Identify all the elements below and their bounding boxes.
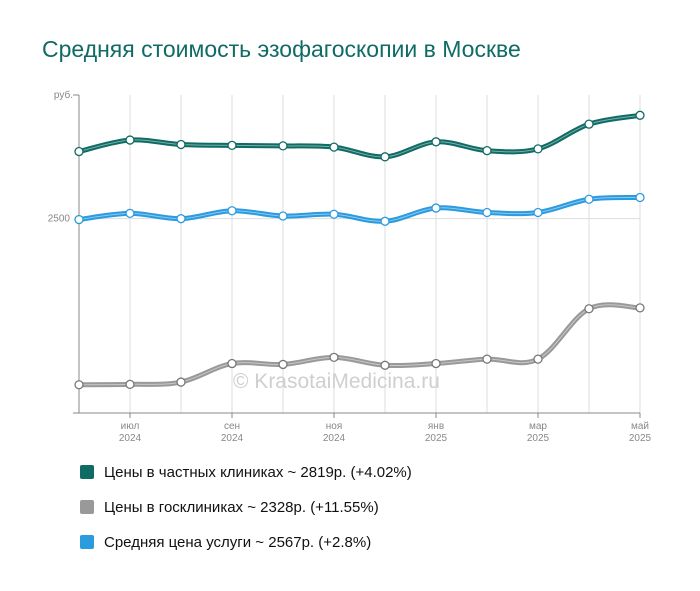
data-point-average: [278, 211, 288, 221]
x-tick-label-year: 2024: [323, 433, 346, 444]
x-tick-label-month: июл: [121, 421, 140, 432]
watermark: © KrasotaiMedicina.ru: [233, 370, 440, 393]
data-point-private: [635, 110, 645, 120]
data-point-private: [584, 119, 594, 129]
x-tick-label-year: 2025: [629, 433, 652, 444]
data-point-average: [176, 214, 186, 224]
data-point-public: [227, 358, 237, 369]
x-tick-label-month: сен: [224, 421, 240, 432]
data-point-private: [329, 142, 339, 152]
data-point-private: [533, 144, 543, 154]
legend-label-average: Средняя цена услуги ~ 2567р. (+2.8%): [104, 533, 372, 551]
x-tick-label-month: мар: [529, 421, 547, 432]
data-point-average: [329, 209, 339, 219]
data-point-private: [74, 146, 84, 157]
legend-swatch-average: [80, 535, 94, 549]
data-point-average: [227, 206, 237, 216]
data-point-public: [278, 359, 288, 370]
legend-label-public: Цены в госклиниках ~ 2328р. (+11.55%): [104, 498, 379, 516]
data-point-public: [176, 377, 186, 387]
data-point-public: [380, 360, 390, 370]
x-tick-label-month: янв: [428, 421, 444, 432]
data-point-public: [431, 358, 441, 369]
data-point-private: [380, 152, 390, 162]
data-point-private: [482, 145, 492, 156]
data-point-public: [533, 354, 543, 364]
legend-label-private: Цены в частных клиниках ~ 2819р. (+4.02%…: [104, 463, 412, 481]
data-point-public: [482, 354, 492, 364]
x-tick-label-year: 2024: [221, 433, 244, 444]
series-line-private: [76, 112, 643, 160]
y-tick-label: 2500: [48, 214, 71, 225]
legend-swatch-public: [80, 500, 94, 514]
legend-item-private: Цены в частных клиниках ~ 2819р. (+4.02%…: [80, 463, 412, 481]
data-point-average: [125, 208, 135, 219]
data-point-public: [635, 303, 645, 313]
legend-swatch-private: [80, 465, 94, 479]
data-point-private: [227, 140, 237, 151]
legend-item-public: Цены в госклиниках ~ 2328р. (+11.55%): [80, 498, 412, 516]
x-tick-label-month: ноя: [326, 421, 343, 432]
data-point-private: [278, 141, 288, 151]
x-tick-label-month: май: [631, 421, 649, 432]
x-tick-label-year: 2024: [119, 433, 142, 444]
data-point-average: [431, 203, 441, 213]
data-point-private: [431, 137, 441, 147]
data-point-average: [533, 207, 543, 218]
legend: Цены в частных клиниках ~ 2819р. (+4.02%…: [80, 463, 412, 568]
chart-title: Средняя стоимость эзофагоскопии в Москве: [42, 36, 521, 62]
y-unit-label: руб.: [54, 89, 73, 101]
data-point-average: [482, 207, 492, 218]
data-point-average: [635, 192, 645, 203]
legend-item-average: Средняя цена услуги ~ 2567р. (+2.8%): [80, 533, 412, 551]
data-point-public: [74, 380, 84, 390]
data-point-average: [74, 214, 84, 225]
x-tick-label-year: 2025: [527, 433, 550, 444]
data-point-private: [125, 135, 135, 145]
x-tick-label-year: 2025: [425, 433, 448, 444]
data-point-public: [329, 352, 339, 363]
data-point-average: [380, 216, 390, 226]
series-line-average: [76, 194, 643, 224]
data-point-public: [125, 379, 135, 390]
data-point-private: [176, 139, 186, 150]
data-point-average: [584, 194, 594, 204]
data-point-public: [584, 304, 594, 314]
